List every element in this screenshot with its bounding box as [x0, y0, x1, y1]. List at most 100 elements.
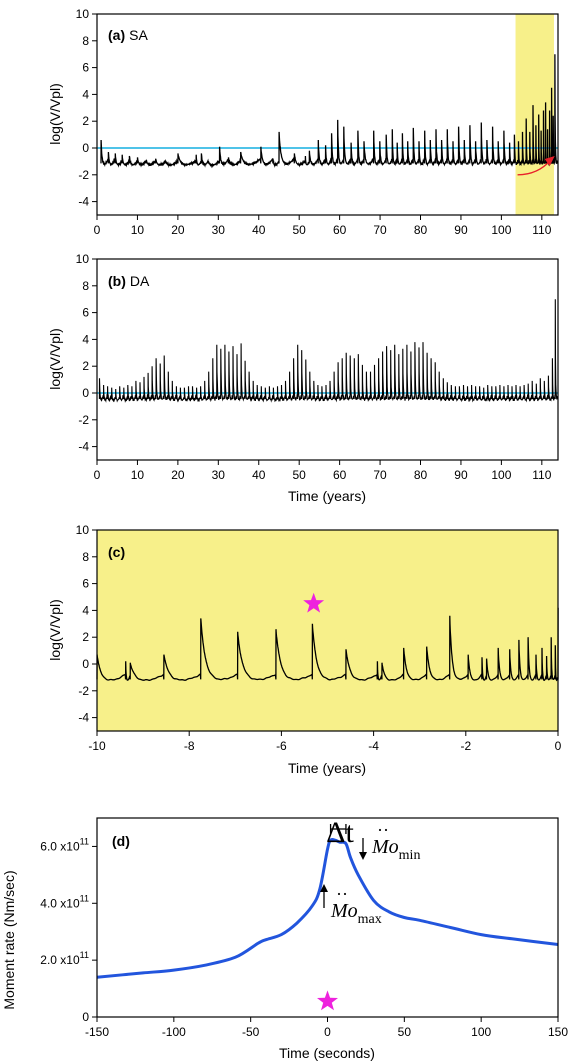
y-tick-label: -2: [78, 413, 89, 427]
y-axis-ticks: -4 -2 0 2 4 6 8 10: [76, 7, 97, 209]
x-tick-label: 70: [373, 223, 387, 237]
x-tick-label: -4: [368, 739, 379, 753]
x-tick-label: -10: [88, 739, 106, 753]
y-tick-label: -4: [78, 440, 89, 454]
x-axis-ticks: -10 -8 -6 -4 -2 0: [88, 731, 562, 753]
x-tick-label: 110: [532, 223, 551, 237]
x-tick-label: 10: [131, 468, 145, 482]
x-tick-label: 30: [212, 468, 226, 482]
mo-max-dots: ··: [336, 884, 348, 904]
series-line: [96, 607, 559, 682]
x-tick-label: 0: [94, 468, 101, 482]
y-tick-label: 0: [82, 386, 89, 400]
y-tick-label: -2: [78, 168, 89, 182]
panel-b: 0 10 20 30 40 50 60 70 80 90 100 110 -4 -2 0 2 4 6 8 10 (b…: [47, 252, 559, 504]
y-tick-label: 0: [82, 1010, 89, 1024]
x-tick-label: 0: [555, 739, 562, 753]
x-tick-label: 150: [548, 1025, 568, 1039]
x-tick-label: 50: [293, 468, 307, 482]
highlight-region: [515, 14, 554, 215]
y-tick-label: 4: [82, 87, 89, 101]
x-tick-label: 110: [532, 468, 551, 482]
y-tick-label: 4: [82, 603, 89, 617]
y-tick-label: 2: [82, 359, 89, 373]
x-tick-label: 50: [293, 223, 307, 237]
y-tick-label: -2: [78, 684, 89, 698]
x-tick-label: 30: [212, 223, 226, 237]
y-tick-label: -4: [78, 195, 89, 209]
x-tick-label: 0: [324, 1025, 331, 1039]
y-tick-label: 8: [82, 279, 89, 293]
highlight-background: [97, 530, 558, 731]
plot-frame: [96, 529, 559, 732]
mo-max-annotation: Momax ··: [320, 884, 382, 927]
x-tick-label: 80: [414, 223, 428, 237]
x-axis-label: Time (seconds): [279, 1045, 375, 1061]
panel-d: -150 -100 -50 0 50 100 150 0 2.0 x1011 4.0 x1011…: [1, 816, 568, 1061]
red-arrowhead: [544, 156, 555, 167]
x-tick-label: 10: [131, 223, 145, 237]
plot-frame: [96, 13, 559, 216]
x-tick-label: 60: [333, 223, 347, 237]
y-tick-label: 4: [82, 332, 89, 346]
x-tick-label: 60: [333, 468, 347, 482]
x-tick-label: 100: [491, 468, 511, 482]
panel-label: (c): [108, 544, 125, 560]
x-tick-label: 20: [171, 223, 185, 237]
y-tick-label: 10: [76, 7, 90, 21]
x-tick-label: 90: [454, 468, 468, 482]
y-axis-label: Moment rate (Nm/sec): [1, 870, 17, 1009]
series-line: [100, 54, 559, 169]
mo-max-label: Momax: [330, 900, 382, 927]
y-tick-label: 8: [82, 34, 89, 48]
y-axis-ticks: -4 -2 0 2 4 6 8 10: [76, 252, 97, 454]
x-tick-label: 40: [252, 223, 266, 237]
y-tick-label: 4.0 x1011: [40, 893, 89, 910]
y-tick-label: 2.0 x1011: [40, 950, 89, 967]
panel-label: (d): [112, 833, 130, 849]
plot-frame: [96, 258, 559, 461]
panel-label: (b) DA: [108, 273, 150, 289]
x-tick-label: 70: [373, 468, 387, 482]
x-axis-ticks: -150 -100 -50 0 50 100 150: [85, 1017, 568, 1039]
y-axis-label: log(V/Vpl): [47, 599, 63, 660]
x-tick-label: -150: [85, 1025, 109, 1039]
x-tick-label: -2: [460, 739, 471, 753]
y-tick-label: 6.0 x1011: [40, 836, 89, 853]
y-tick-label: 8: [82, 550, 89, 564]
panel-a: 0 10 20 30 40 50 60 70 80 90 100 110 -4 -2 0 2 4 6 8 10 (a…: [47, 7, 559, 237]
mo-min-label: Momin: [371, 836, 420, 863]
y-tick-label: 10: [76, 252, 90, 266]
panel-label: (a) SA: [108, 27, 148, 43]
x-tick-label: -100: [162, 1025, 186, 1039]
moment-rate-curve: [96, 837, 559, 979]
y-axis-ticks: -4 -2 0 2 4 6 8 10: [76, 523, 97, 725]
y-tick-label: 10: [76, 523, 90, 537]
x-tick-label: 50: [398, 1025, 412, 1039]
series-line: [98, 299, 559, 403]
y-tick-label: 0: [82, 141, 89, 155]
mo-min-arrowhead: [359, 852, 367, 860]
y-axis-label: log(V/Vpl): [47, 83, 63, 144]
y-tick-label: 6: [82, 577, 89, 591]
y-tick-label: 6: [82, 306, 89, 320]
y-tick-label: 2: [82, 630, 89, 644]
y-tick-label: -4: [78, 711, 89, 725]
x-tick-label: 20: [171, 468, 185, 482]
mo-min-annotation: Momin ··: [359, 820, 420, 863]
x-tick-label: 40: [252, 468, 266, 482]
x-tick-label: 0: [94, 223, 101, 237]
x-axis-ticks: 0 10 20 30 40 50 60 70 80 90 100 110: [94, 460, 552, 482]
x-tick-label: 80: [414, 468, 428, 482]
x-axis-ticks: 0 10 20 30 40 50 60 70 80 90 100 110: [94, 215, 552, 237]
y-axis-ticks: 0 2.0 x1011 4.0 x1011 6.0 x1011: [40, 836, 97, 1024]
y-tick-label: 6: [82, 61, 89, 75]
x-tick-label: 90: [454, 223, 468, 237]
x-tick-label: 100: [471, 1025, 491, 1039]
delta-t-annotation: Δt: [326, 816, 354, 849]
mo-max-arrowhead: [320, 884, 328, 892]
star-marker: [317, 990, 338, 1011]
star-marker: [303, 592, 325, 613]
